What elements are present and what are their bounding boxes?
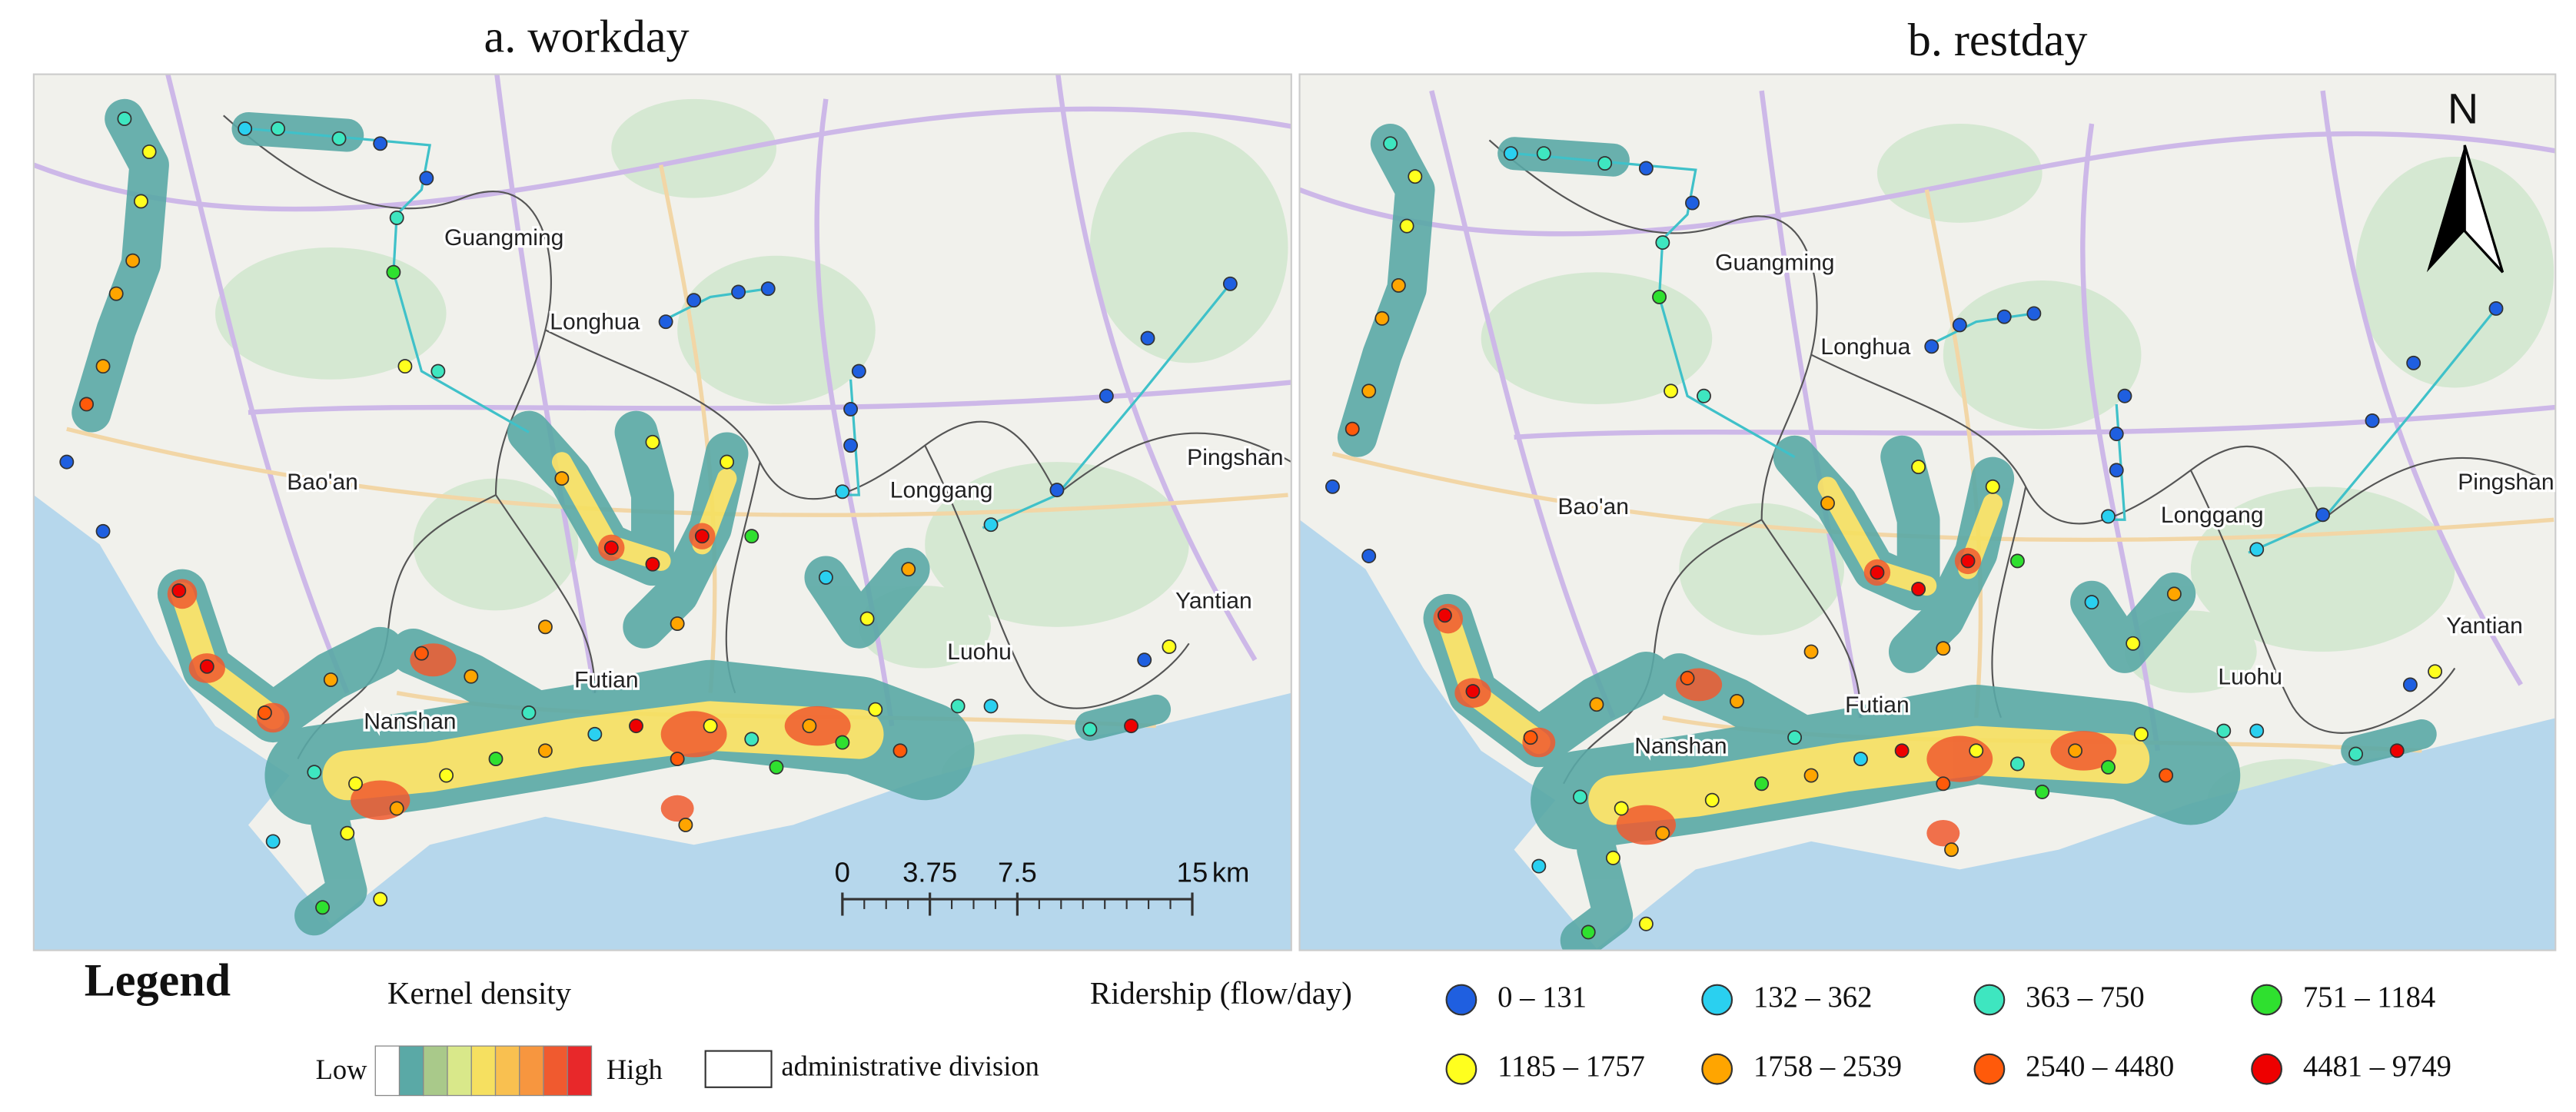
district-label: Luohu <box>947 639 1012 665</box>
district-label: Futian <box>574 668 639 693</box>
district-label: Bao'an <box>287 470 358 495</box>
scale-label: 3.75 <box>902 856 957 888</box>
scale-label: 0 <box>835 856 850 888</box>
ramp-cell <box>423 1045 448 1097</box>
district-label: Guangming <box>444 225 563 251</box>
ramp-cell <box>543 1045 568 1097</box>
ridership-swatch <box>2251 984 2282 1016</box>
ridership-label: 4481 – 9749 <box>2303 1051 2451 1083</box>
ridership-title: Ridership (flow/day) <box>1090 976 1352 1011</box>
ramp-cell <box>494 1045 520 1097</box>
low-label: Low <box>316 1054 368 1085</box>
ramp-cell <box>519 1045 544 1097</box>
district-label: Nanshan <box>1634 733 1727 758</box>
ridership-swatch <box>1973 984 2006 1016</box>
district-label: Pingshan <box>1187 445 1283 470</box>
ridership-label: 751 – 1184 <box>2303 981 2435 1014</box>
district-label: Futian <box>1845 692 1910 718</box>
district-label: Guangming <box>1715 250 1834 275</box>
district-label: Longgang <box>2161 503 2264 528</box>
ridership-label: 132 – 362 <box>1753 981 1873 1014</box>
ridership-swatch <box>1445 1053 1477 1085</box>
map-panel-a <box>1 0 1321 990</box>
district-labels: Guangming Longhua Bao'an Longgang Pingshan Ya… <box>284 223 2557 762</box>
scale-label: 15 <box>1177 856 1208 888</box>
map-feature <box>1267 25 2576 1014</box>
admin-swatch <box>704 1050 773 1088</box>
density-ramp <box>374 1045 593 1097</box>
scale-bar: 0 3.75 7.5 15 km <box>835 856 1250 916</box>
ramp-cell <box>567 1045 593 1097</box>
district-label: Yantian <box>2446 613 2523 639</box>
kernel-title: Kernel density <box>387 976 572 1011</box>
ramp-cell <box>398 1045 424 1097</box>
map-panel-b <box>1267 25 2576 1014</box>
ridership-label: 2540 – 4480 <box>2026 1051 2174 1083</box>
district-label: Longhua <box>550 310 640 335</box>
ridership-swatch <box>1973 1053 2006 1085</box>
ramp-cell <box>447 1045 472 1097</box>
district-label: Longgang <box>890 478 993 503</box>
legend-title: Legend <box>85 954 231 1006</box>
ridership-label: 1185 – 1757 <box>1497 1051 1645 1083</box>
map-feature <box>1 0 1321 990</box>
ridership-swatch <box>2251 1053 2282 1085</box>
panel-frame <box>1298 73 2557 951</box>
ridership-label: 363 – 750 <box>2026 981 2145 1014</box>
panel-title: b. restday <box>1908 15 2088 66</box>
north-label: N <box>2448 85 2478 133</box>
ramp-cell <box>374 1045 401 1097</box>
district-label: Pingshan <box>2458 470 2554 495</box>
scale-unit: km <box>1212 856 1250 888</box>
scale-label: 7.5 <box>998 856 1037 888</box>
district-label: Bao'an <box>1557 494 1629 519</box>
ridership-label: 1758 – 2539 <box>1753 1051 1902 1083</box>
ridership-swatch <box>1701 984 1733 1016</box>
panel-title: a. workday <box>484 11 690 62</box>
ramp-cell <box>470 1045 497 1097</box>
map-feature <box>2463 144 2505 274</box>
district-label: Longhua <box>1820 334 1910 360</box>
high-label: High <box>607 1054 663 1085</box>
ridership-label: 0 – 131 <box>1497 981 1587 1014</box>
admin-label: administrative division <box>781 1051 1039 1082</box>
ridership-legend: 0 – 131 132 – 362 363 – 750 751 – 1184 1185 … <box>1445 981 2451 1085</box>
district-label: Yantian <box>1175 589 1252 614</box>
ridership-swatch <box>1445 984 1477 1016</box>
district-label: Nanshan <box>364 709 456 734</box>
ridership-swatch <box>1701 1053 1733 1085</box>
panel-frame <box>32 73 1292 951</box>
district-label: Luohu <box>2218 664 2282 689</box>
